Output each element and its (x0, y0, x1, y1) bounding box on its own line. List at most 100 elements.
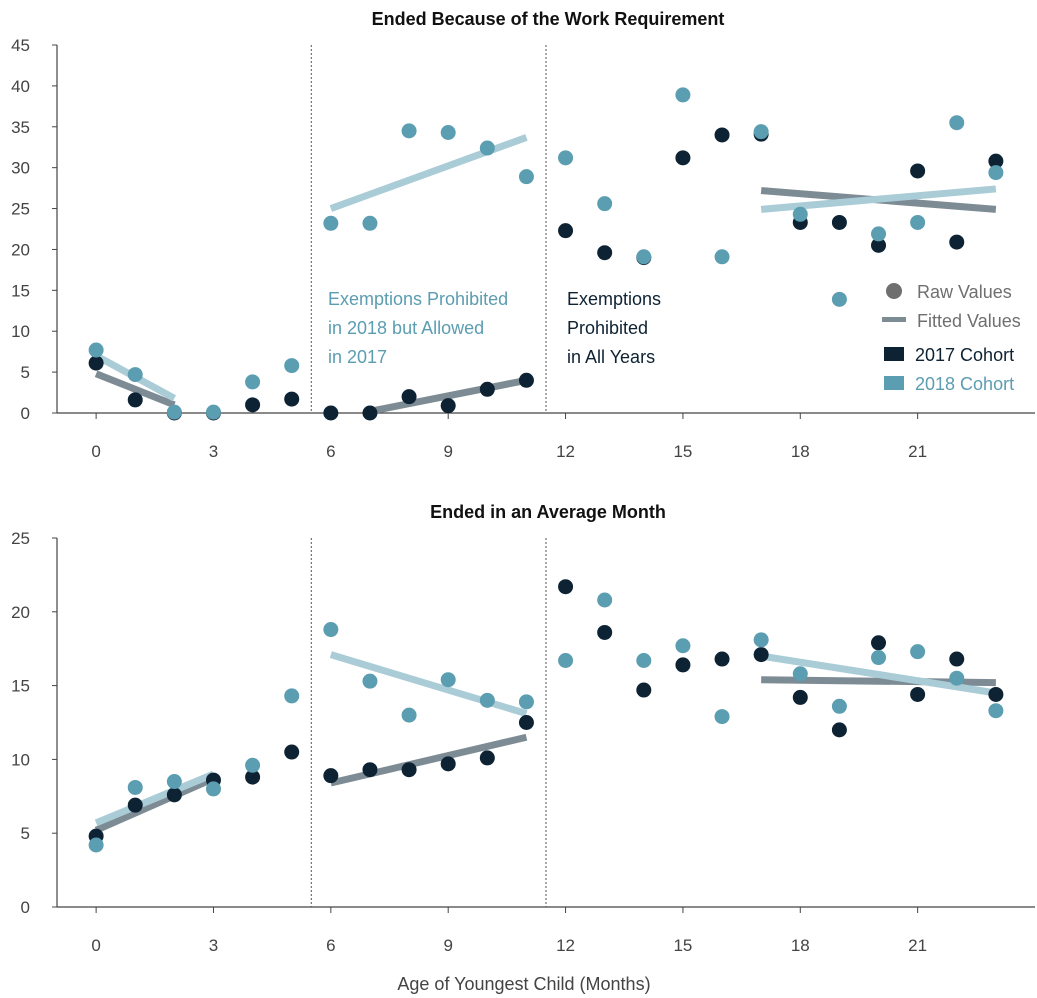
y-tick-label: 20 (11, 240, 30, 259)
x-tick-label: 15 (673, 936, 692, 955)
legend: Raw Values Fitted Values 2017 Cohort 201… (882, 282, 1021, 394)
data-point-2018 (675, 638, 691, 654)
data-point-2017 (792, 689, 808, 705)
data-point-2017 (831, 214, 847, 230)
x-tick-label: 3 (209, 442, 218, 461)
data-point-2017 (245, 397, 261, 413)
data-point-2018 (792, 666, 808, 682)
data-point-2017 (714, 651, 730, 667)
data-point-2017 (323, 768, 339, 784)
x-tick-label: 18 (791, 442, 810, 461)
fitted-line-2018 (760, 185, 997, 213)
panel-average-month: Ended in an Average Month 0 5 10 15 20 25 0 3 6 9 1… (11, 502, 1035, 955)
data-point-2018 (910, 644, 926, 660)
data-point-2017 (714, 127, 730, 143)
data-point-2017 (597, 245, 613, 261)
data-point-2017 (479, 381, 495, 397)
y-tick-label: 10 (11, 750, 30, 769)
data-point-2018 (714, 249, 730, 265)
y-tick-label: 20 (11, 603, 30, 622)
data-point-2018 (792, 206, 808, 222)
data-point-2018 (831, 698, 847, 714)
x-tick-label: 6 (326, 442, 335, 461)
data-point-2018 (518, 694, 534, 710)
x-tick-label: 18 (791, 936, 810, 955)
x-tick-label: 12 (556, 936, 575, 955)
data-point-2018 (518, 169, 534, 185)
data-point-2018 (88, 837, 104, 853)
data-point-2018 (362, 215, 378, 231)
panel-work-requirement: Ended Because of the Work Requirement 0 5 1… (11, 9, 1035, 461)
legend-2017-label: 2017 Cohort (915, 345, 1014, 365)
annotation-line: Prohibited (567, 318, 648, 338)
legend-fitted-label: Fitted Values (917, 311, 1021, 331)
data-point-2018 (714, 709, 730, 725)
data-point-2018 (558, 150, 574, 166)
data-point-2017 (675, 150, 691, 166)
annotation-line: in 2017 (328, 347, 387, 367)
x-tick-label: 9 (443, 442, 452, 461)
data-point-2017 (831, 722, 847, 738)
data-point-2018 (440, 125, 456, 141)
fitted-line-2017 (330, 733, 528, 787)
data-point-2017 (558, 579, 574, 595)
y-tick-label: 0 (21, 898, 30, 917)
data-point-2017 (440, 398, 456, 414)
y-tick-label: 5 (21, 824, 30, 843)
data-point-2018 (753, 632, 769, 648)
data-point-2017 (284, 391, 300, 407)
data-point-2018 (205, 404, 221, 420)
y-tick-label: 40 (11, 77, 30, 96)
data-point-2018 (753, 124, 769, 140)
data-point-2017 (284, 744, 300, 760)
data-point-2017 (166, 787, 182, 803)
data-point-2018 (949, 115, 965, 131)
annotation-line: Exemptions (567, 289, 661, 309)
legend-2017-swatch (884, 347, 904, 361)
data-point-2018 (127, 779, 143, 795)
data-point-2018 (88, 342, 104, 358)
data-point-2018 (127, 367, 143, 383)
fitted-line-2017 (94, 775, 215, 834)
data-point-2018 (988, 165, 1004, 181)
data-point-2017 (245, 769, 261, 785)
data-point-2018 (597, 196, 613, 212)
data-point-2018 (636, 653, 652, 669)
data-point-2018 (871, 650, 887, 666)
annotation-line: Exemptions Prohibited (328, 289, 508, 309)
data-point-2018 (401, 707, 417, 723)
data-point-2018 (871, 226, 887, 242)
data-point-2018 (401, 123, 417, 139)
x-tick-label: 0 (91, 936, 100, 955)
data-point-2018 (166, 774, 182, 790)
x-axis-label: Age of Youngest Child (Months) (397, 974, 650, 994)
data-point-2017 (479, 750, 495, 766)
data-point-2018 (205, 781, 221, 797)
data-point-2018 (910, 214, 926, 230)
data-point-2017 (949, 651, 965, 667)
data-point-2018 (362, 673, 378, 689)
data-point-2017 (558, 223, 574, 239)
y-tick-label: 35 (11, 118, 30, 137)
y-tick-label: 15 (11, 281, 30, 300)
x-tick-label: 21 (908, 936, 927, 955)
data-point-2017 (401, 389, 417, 405)
legend-raw-marker (886, 283, 902, 299)
data-point-2018 (323, 215, 339, 231)
data-point-2018 (440, 672, 456, 688)
y-tick-label: 5 (21, 363, 30, 382)
data-point-2017 (597, 624, 613, 640)
data-point-2018 (284, 358, 300, 374)
data-point-2017 (88, 355, 104, 371)
fitted-line-2017 (369, 376, 528, 415)
data-point-2018 (988, 703, 1004, 719)
fitted-line-2018 (94, 770, 215, 827)
x-tick-label: 0 (91, 442, 100, 461)
data-point-2018 (245, 374, 261, 390)
data-point-2018 (636, 249, 652, 265)
data-point-2018 (284, 688, 300, 704)
x-tick-label: 6 (326, 936, 335, 955)
data-point-2018 (831, 291, 847, 307)
data-point-2017 (910, 163, 926, 179)
data-point-2017 (988, 686, 1004, 702)
